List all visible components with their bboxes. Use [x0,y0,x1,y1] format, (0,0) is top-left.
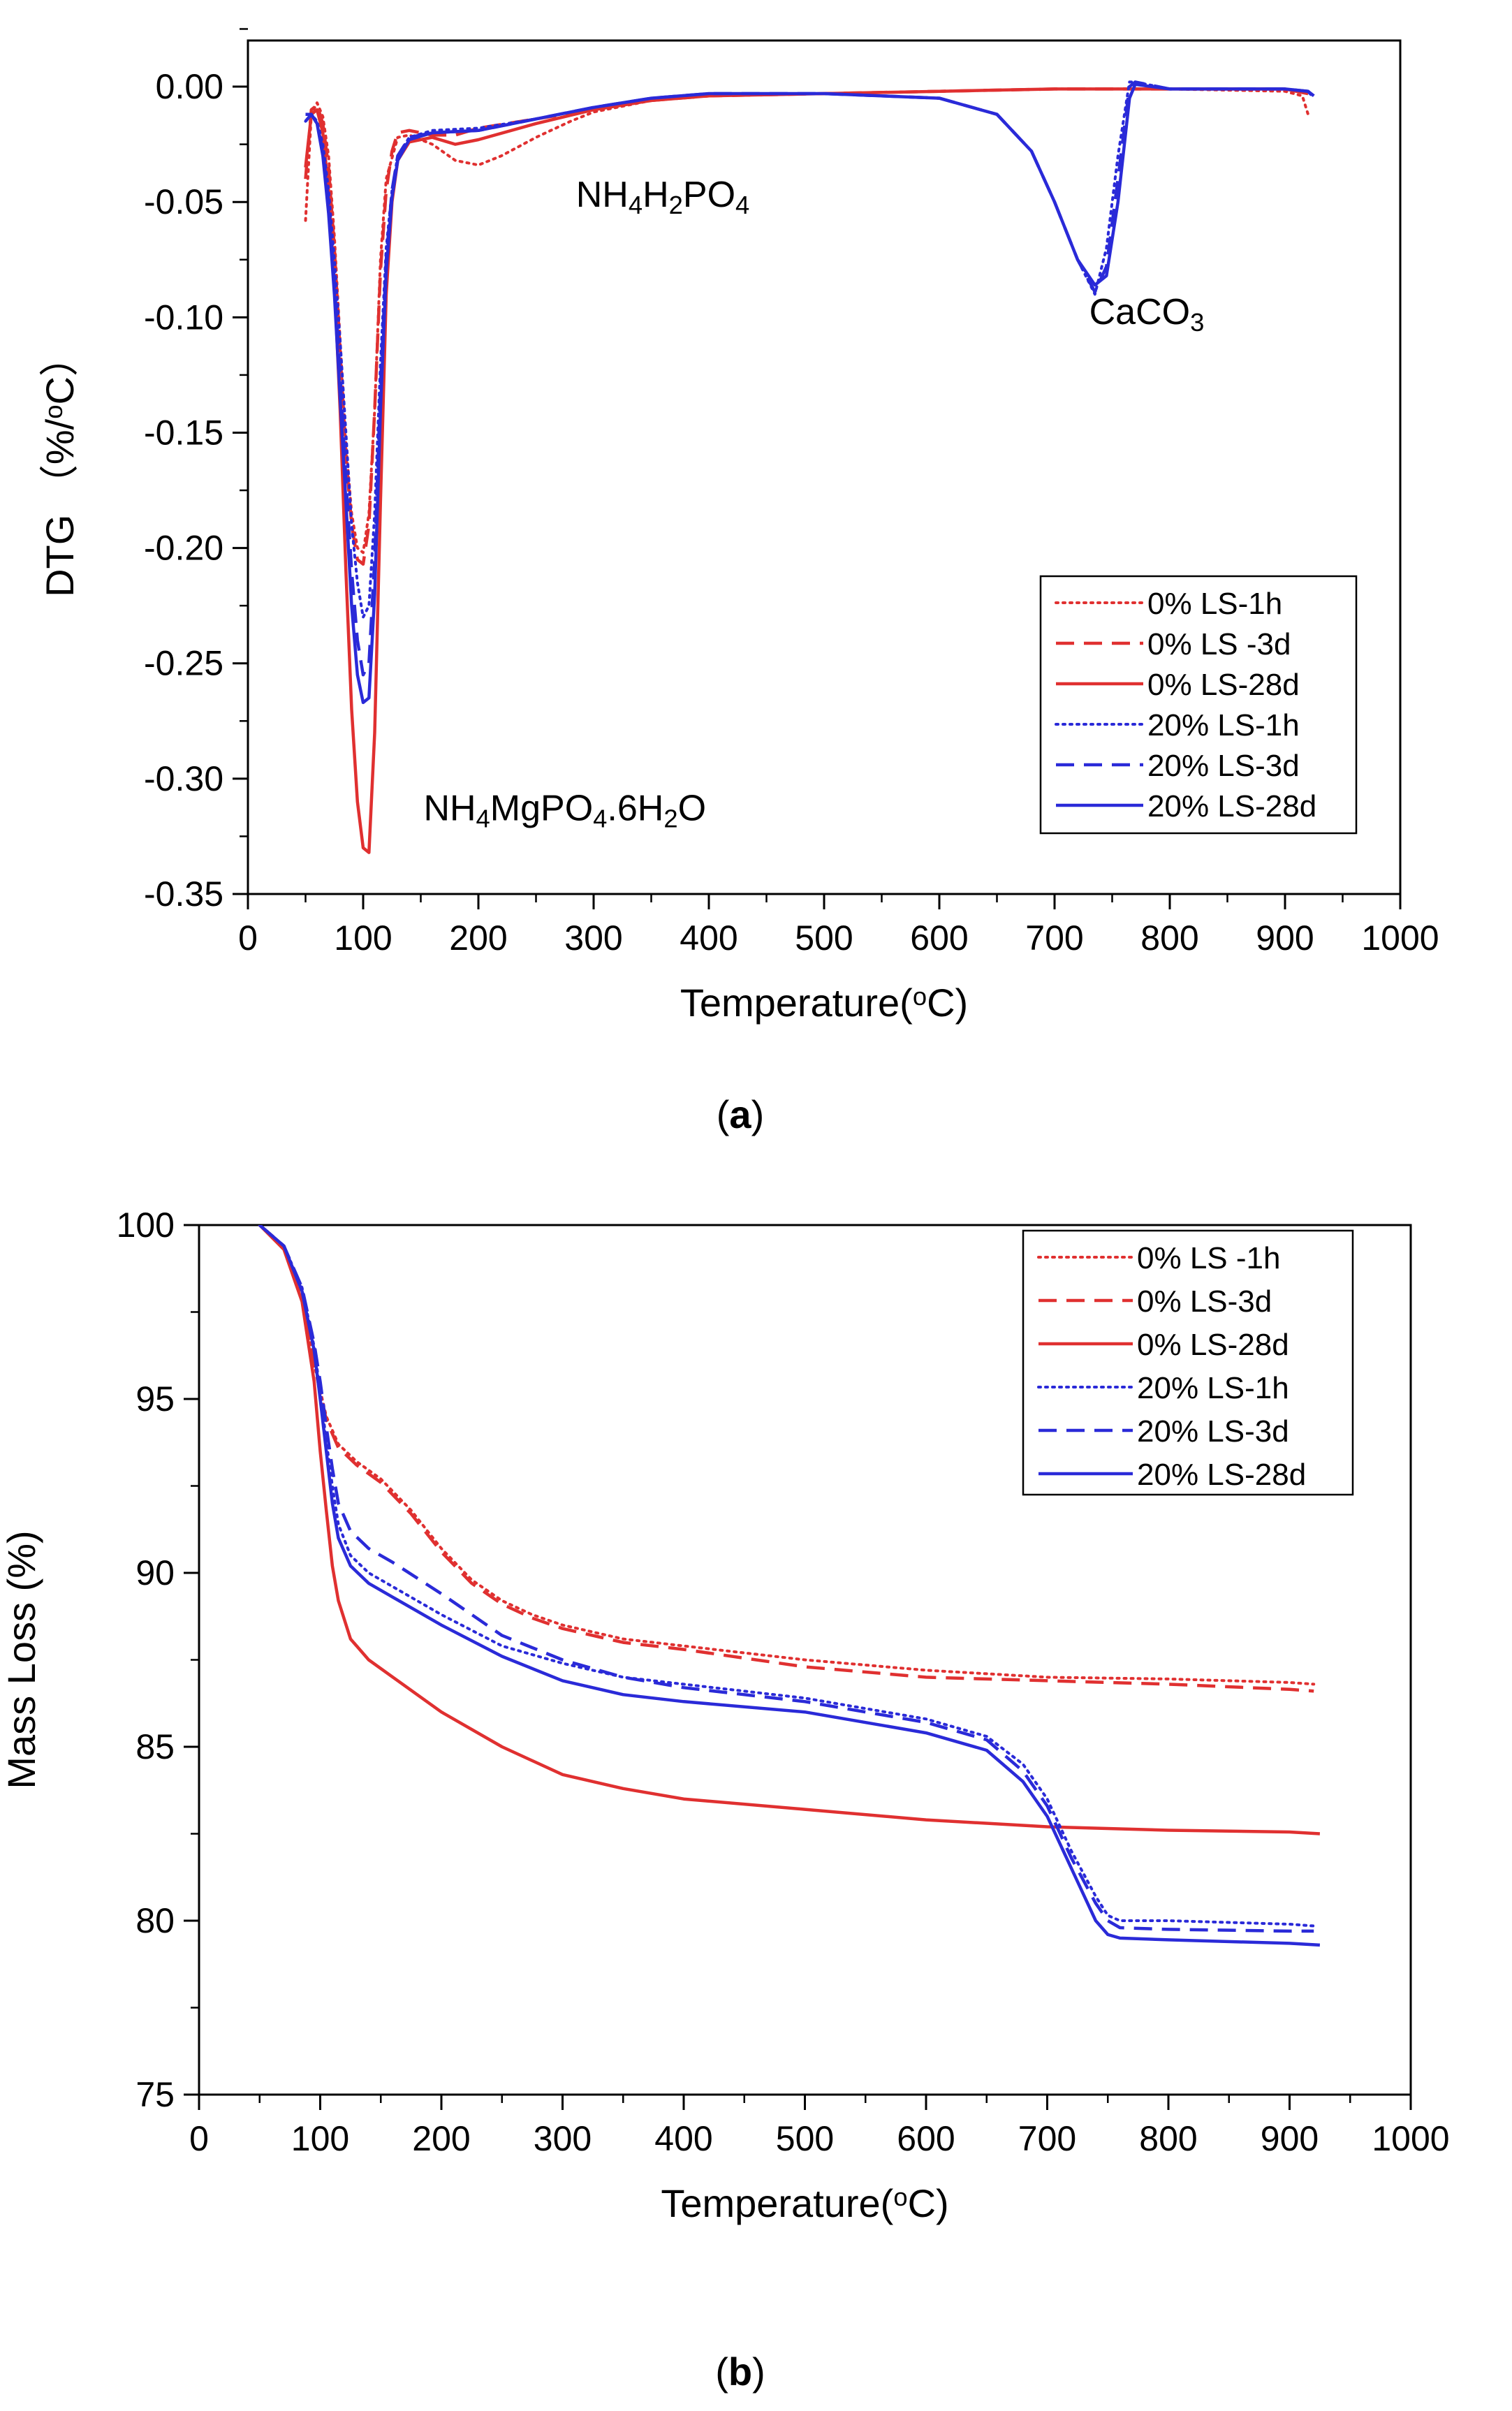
series-line-20-ls-1h [258,1225,1316,1928]
y-tick-label: 80 [135,1901,175,1940]
series-line-0-ls-28d [258,1225,1321,1835]
series-line-20-ls-3d [258,1225,1314,1933]
x-tick-label: 400 [680,918,737,958]
x-tick-label: 700 [1018,2119,1076,2158]
x-tick-label: 200 [412,2119,470,2158]
legend-label-20-ls-3d: 20% LS-3d [1137,1414,1289,1449]
y-tick-label: 100 [117,1206,175,1245]
series-group [258,1225,1321,1947]
x-tick-label: 600 [910,918,968,958]
legend-label-0-ls-28d: 0% LS-28d [1137,1328,1289,1362]
x-tick-label: 100 [291,2119,349,2158]
x-tick-label: 100 [334,918,392,958]
legend-box [1022,1229,1354,1496]
legend-label-20-ls-28d: 20% LS-28d [1137,1458,1306,1492]
x-tick-label: 400 [654,2119,712,2158]
legend-label-20-ls-28d: 20% LS-28d [1147,789,1316,823]
legend-label-0-ls-1h: 0% LS -1h [1137,1241,1280,1275]
series-line-20-ls-28d [258,1225,1321,1947]
x-tick-label: 500 [776,2119,834,2158]
x-tick-label: 600 [897,2119,955,2158]
caption-a: (a) [717,1092,764,1136]
x-tick-label: 1000 [1361,918,1439,958]
x-tick-label: 0 [189,2119,209,2158]
legend-box [1039,575,1358,835]
x-tick-label: 800 [1139,2119,1197,2158]
legend-label-20-ls-1h: 20% LS-1h [1147,708,1300,742]
y-tick-label: -0.05 [144,182,223,221]
legend-label-20-ls-1h: 20% LS-1h [1137,1371,1289,1405]
x-tick-label: 900 [1256,918,1314,958]
x-axis-label: Temperature(oC) [661,2181,948,2225]
legend-label-0-ls-28d: 0% LS-28d [1147,668,1300,702]
y-tick-label: -0.15 [144,413,223,452]
x-tick-label: 900 [1261,2119,1319,2158]
x-tick-label: 300 [564,918,622,958]
x-axis-label: Temperature(oC) [680,981,968,1025]
y-tick-label: 75 [135,2075,175,2114]
y-tick-label: 95 [135,1379,175,1419]
annotation-nh-h-po: NH4H2PO4 [576,175,750,219]
x-tick-label: 300 [534,2119,592,2158]
y-axis-label: Mass Loss (%) [0,1530,43,1789]
y-tick-label: -0.25 [144,644,223,683]
y-tick-label: -0.35 [144,874,223,914]
y-tick-label: -0.30 [144,759,223,798]
legend-label-0-ls-1h: 0% LS-1h [1147,587,1282,621]
legend-label-0-ls-3d: 0% LS-3d [1137,1284,1272,1319]
x-tick-label: 200 [449,918,507,958]
annotation-caco: CaCO3 [1089,292,1205,337]
x-tick-label: 1000 [1372,2119,1449,2158]
y-tick-label: 0.00 [156,67,223,106]
series-line-20-ls-28d [305,82,1315,705]
y-axis-label: DTG （%/oC） [38,337,82,597]
legend-label-20-ls-3d: 20% LS-3d [1147,749,1300,783]
legend-label-0-ls-3d: 0% LS -3d [1147,627,1291,661]
x-tick-label: 500 [795,918,853,958]
x-tick-label: 800 [1140,918,1198,958]
y-tick-label: 90 [135,1553,175,1592]
caption-b: (b) [715,2350,765,2394]
x-tick-label: 0 [238,918,258,958]
x-tick-label: 700 [1025,918,1083,958]
chart-b-mass-loss: 0 100 200 300 400 500 600 700 800 900 1000 75 80 85 90… [0,1206,1450,2225]
series-group [304,80,1316,854]
annotation-nh-mgpo-6h-o: NH4MgPO4.6H2O [423,788,706,833]
chart-a-dtg: 0 100 200 300 400 500 600 700 800 900 1000 0.00 -0.0… [38,28,1439,1025]
y-tick-label: 85 [135,1727,175,1766]
y-tick-label: -0.10 [144,298,223,337]
y-tick-label: -0.20 [144,529,223,568]
